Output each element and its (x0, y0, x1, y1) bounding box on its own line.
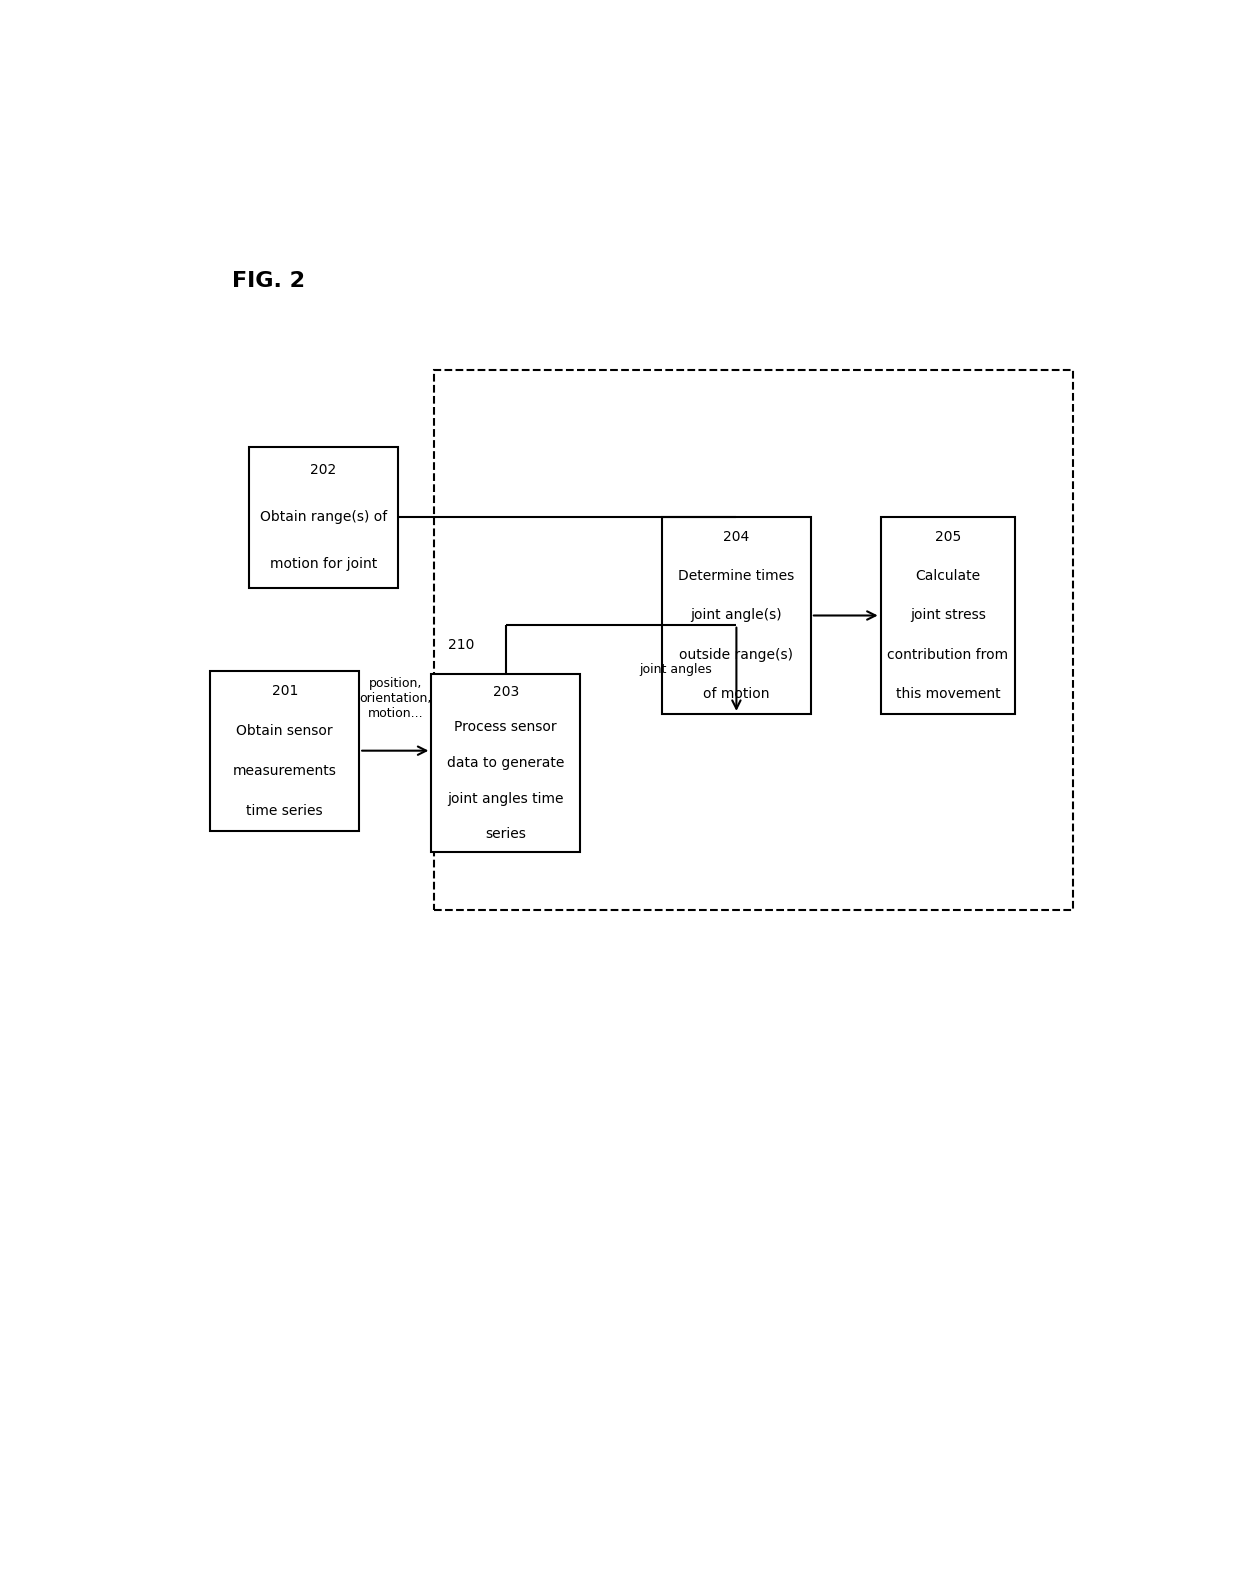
Text: Computer: Computer (448, 677, 517, 691)
Text: 205: 205 (935, 530, 961, 544)
Text: measurements: measurements (233, 763, 337, 777)
Text: position,
orientation,
motion...: position, orientation, motion... (360, 677, 432, 720)
Text: 204: 204 (723, 530, 749, 544)
Text: motion for joint: motion for joint (269, 557, 377, 571)
Bar (880, 517, 1016, 713)
Text: joint stress: joint stress (910, 608, 986, 622)
Text: 201: 201 (272, 683, 298, 697)
Text: contribution from: contribution from (888, 648, 1008, 662)
Text: of motion: of motion (703, 688, 770, 701)
Bar (211, 670, 360, 830)
Text: Determine times: Determine times (678, 570, 795, 583)
Text: joint angles: joint angles (640, 662, 712, 675)
Bar (434, 370, 1073, 910)
Text: this movement: this movement (895, 688, 1001, 701)
Text: outside range(s): outside range(s) (680, 648, 794, 662)
Text: 202: 202 (310, 463, 336, 477)
Text: time series: time series (247, 804, 324, 817)
Text: Obtain sensor: Obtain sensor (237, 723, 334, 737)
Text: 203: 203 (492, 685, 518, 699)
Text: joint angles time: joint angles time (448, 792, 564, 806)
Bar (249, 447, 398, 587)
Text: Process sensor: Process sensor (454, 720, 557, 734)
Text: joint angle(s): joint angle(s) (691, 608, 782, 622)
Text: data to generate: data to generate (448, 757, 564, 769)
Text: 210: 210 (448, 638, 475, 653)
Bar (432, 674, 580, 852)
Text: Calculate: Calculate (915, 570, 981, 583)
Text: FIG. 2: FIG. 2 (232, 271, 305, 292)
Text: Obtain range(s) of: Obtain range(s) of (259, 511, 387, 523)
Bar (662, 517, 811, 713)
Text: series: series (485, 827, 526, 841)
